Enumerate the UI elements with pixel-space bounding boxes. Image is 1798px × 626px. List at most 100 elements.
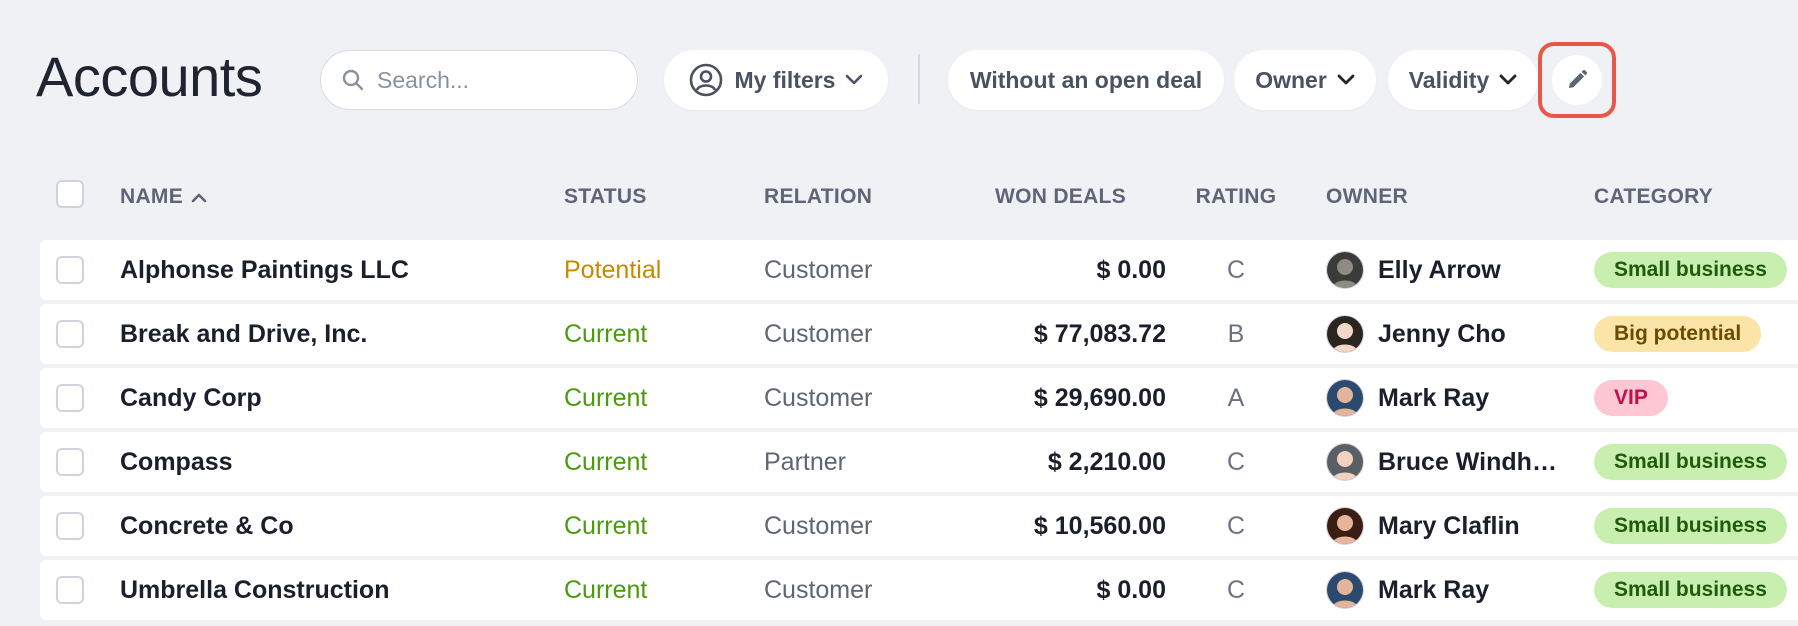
category-cell: Small business [1594,432,1787,492]
won-deals-value: $ 0.00 [1096,255,1166,284]
row-checkbox[interactable] [56,320,84,348]
table-row[interactable]: Concrete & Co Current Customer $ 10,560.00 C… [40,496,1798,556]
category-badge: VIP [1594,380,1668,416]
account-name-link[interactable]: Break and Drive, Inc. [120,319,368,348]
search-input[interactable] [377,66,627,94]
rating-value: C [1226,511,1246,540]
column-header-name[interactable]: NAME [120,185,207,209]
filter-label: Validity [1408,66,1490,93]
row-checkbox[interactable] [56,256,84,284]
page-title: Accounts [36,45,263,108]
owner-name: Mark Ray [1378,575,1490,604]
status-text: Current [564,383,648,412]
status-text: Current [564,575,648,604]
filter-owner[interactable]: Owner [1234,50,1376,110]
category-cell: VIP [1594,368,1668,428]
relation-text: Partner [764,447,846,476]
status-text: Current [564,511,648,540]
chevron-down-icon [845,74,863,86]
chevron-down-icon [1337,74,1355,86]
owner-cell[interactable]: Elly Arrow [1326,240,1501,300]
avatar [1326,251,1364,289]
won-deals-value: $ 0.00 [1096,575,1166,604]
owner-name: Bruce Windh… [1378,447,1557,476]
filter-label: Without an open deal [969,66,1203,93]
owner-cell[interactable]: Mary Claflin [1326,496,1520,556]
account-name-link[interactable]: Candy Corp [120,383,262,412]
won-deals-value: $ 77,083.72 [1033,319,1166,348]
search-box[interactable] [320,50,638,110]
row-checkbox[interactable] [56,576,84,604]
status-text: Current [564,447,648,476]
category-cell: Big potential [1594,304,1762,364]
account-name-link[interactable]: Compass [120,447,233,476]
relation-text: Customer [764,255,873,284]
owner-name: Jenny Cho [1378,319,1506,348]
avatar [1326,507,1364,545]
owner-cell[interactable]: Bruce Windh… [1326,432,1557,492]
table-row[interactable]: Break and Drive, Inc. Current Customer $ 77… [40,304,1798,364]
owner-name: Elly Arrow [1378,255,1501,284]
column-header-rating[interactable]: RATING [1195,185,1277,208]
row-checkbox[interactable] [56,448,84,476]
status-text: Current [564,319,648,348]
table-row[interactable]: Alphonse Paintings LLC Potential Customer $… [40,240,1798,300]
relation-text: Customer [764,383,873,412]
pencil-icon [1565,68,1589,92]
column-header-relation[interactable]: RELATION [764,185,873,208]
category-badge: Small business [1594,572,1787,608]
rating-value: A [1227,383,1245,412]
owner-name: Mark Ray [1378,383,1490,412]
edit-highlight-frame [1538,42,1616,118]
filter-without-open-deal[interactable]: Without an open deal [948,50,1224,110]
table-row[interactable]: Compass Current Partner $ 2,210.00 C Bruce Wi… [40,432,1798,492]
column-header-won-deals[interactable]: WON DEALS [994,185,1126,208]
page-header: Accounts My filters Without an open deal… [0,0,1798,160]
user-circle-icon [689,63,723,97]
status-text: Potential [564,255,662,284]
owner-name: Mary Claflin [1378,511,1520,540]
column-header-status[interactable]: STATUS [564,185,647,208]
filter-validity[interactable]: Validity [1388,50,1538,110]
owner-cell[interactable]: Mark Ray [1326,560,1489,620]
avatar [1326,379,1364,417]
filter-label: Owner [1255,66,1327,93]
account-name-link[interactable]: Alphonse Paintings LLC [120,255,409,284]
relation-text: Customer [764,511,873,540]
category-badge: Small business [1594,252,1787,288]
won-deals-value: $ 10,560.00 [1033,511,1166,540]
category-cell: Small business [1594,560,1787,620]
chevron-down-icon [1499,74,1517,86]
search-icon [339,66,367,94]
table-row[interactable]: Candy Corp Current Customer $ 29,690.00 A Mar… [40,368,1798,428]
account-name-link[interactable]: Concrete & Co [120,511,294,540]
avatar [1326,571,1364,609]
won-deals-value: $ 29,690.00 [1033,383,1166,412]
category-cell: Small business [1594,240,1787,300]
select-all-checkbox[interactable] [56,180,84,208]
avatar [1326,443,1364,481]
category-badge: Small business [1594,444,1787,480]
table-row[interactable]: Umbrella Construction Current Customer $ 0.… [40,560,1798,620]
rating-value: C [1226,575,1246,604]
owner-cell[interactable]: Jenny Cho [1326,304,1506,364]
column-header-category[interactable]: CATEGORY [1594,185,1714,208]
rating-value: C [1226,255,1246,284]
won-deals-value: $ 2,210.00 [1047,447,1166,476]
toolbar-divider [918,54,920,104]
chevron-up-icon [191,192,207,203]
avatar [1326,315,1364,353]
relation-text: Customer [764,575,873,604]
edit-filters-button[interactable] [1552,55,1602,105]
my-filters-button[interactable]: My filters [664,50,888,110]
owner-cell[interactable]: Mark Ray [1326,368,1489,428]
row-checkbox[interactable] [56,384,84,412]
my-filters-label: My filters [734,66,836,93]
category-cell: Small business [1594,496,1787,556]
account-name-link[interactable]: Umbrella Construction [120,575,390,604]
category-badge: Small business [1594,508,1787,544]
rating-value: C [1226,447,1246,476]
row-checkbox[interactable] [56,512,84,540]
column-header-owner[interactable]: OWNER [1326,185,1408,208]
category-badge: Big potential [1594,316,1762,352]
